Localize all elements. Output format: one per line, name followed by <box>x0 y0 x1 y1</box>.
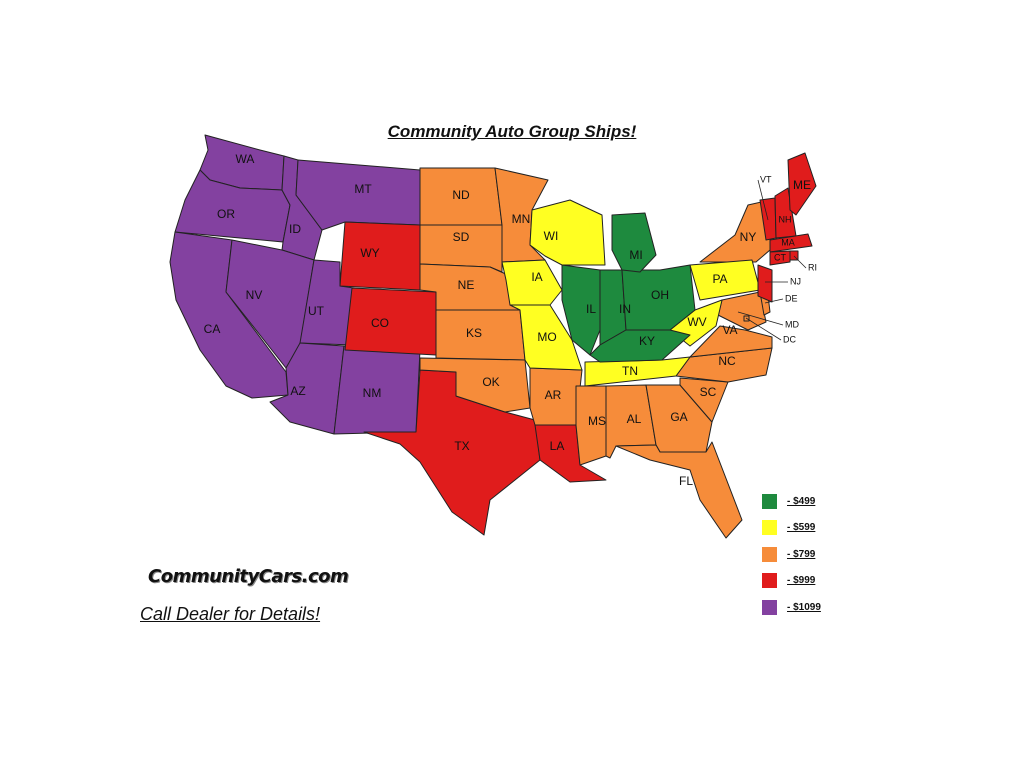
price-legend: - $499 - $599 - $799 - $999 - $1099 <box>762 488 821 621</box>
state-mo <box>509 304 583 371</box>
state-label-dc: DC <box>783 334 796 344</box>
leader-line-ri <box>793 255 807 269</box>
state-ms <box>575 385 607 466</box>
state-label-nc: NC <box>718 354 736 368</box>
legend-swatch-green <box>762 493 777 509</box>
state-label-tx: TX <box>454 439 469 453</box>
state-label-mo: MO <box>537 330 556 344</box>
state-label-al: AL <box>627 412 642 426</box>
state-ok <box>419 357 531 413</box>
state-label-id: ID <box>289 222 301 236</box>
state-label-wi: WI <box>544 229 559 243</box>
state-label-va: VA <box>722 323 737 337</box>
state-wy <box>339 221 421 291</box>
state-label-la: LA <box>550 439 565 453</box>
state-label-vt: VT <box>760 174 772 184</box>
state-label-nm: NM <box>363 386 382 400</box>
legend-item-purple: - $1099 <box>762 594 821 621</box>
state-label-ga: GA <box>670 410 687 424</box>
legend-label-green: - $499 <box>787 495 816 507</box>
map-title: Community Auto Group Ships! <box>387 122 637 141</box>
legend-swatch-purple <box>762 599 777 615</box>
legend-item-yellow: - $599 <box>762 515 821 542</box>
state-label-ri: RI <box>808 262 817 272</box>
legend-swatch-yellow <box>762 520 777 536</box>
state-label-de: DE <box>785 293 798 303</box>
state-label-ma: MA <box>781 237 795 247</box>
state-label-wy: WY <box>360 246 379 260</box>
state-ct <box>769 250 791 266</box>
state-label-ne: NE <box>458 278 475 292</box>
state-label-mi: MI <box>629 248 642 262</box>
legend-swatch-red <box>762 573 777 589</box>
state-ky <box>589 329 691 363</box>
legend-item-red: - $999 <box>762 568 821 595</box>
state-label-or: OR <box>217 207 235 221</box>
state-label-co: CO <box>371 316 389 330</box>
leader-line-md <box>737 311 784 326</box>
legend-label-purple: - $1099 <box>787 601 821 613</box>
state-label-ky: KY <box>639 334 655 348</box>
legend-item-orange: - $799 <box>762 541 821 568</box>
state-label-ks: KS <box>466 326 482 340</box>
communitycars-logo: CommunityCars.com <box>148 566 349 587</box>
state-label-md: MD <box>785 319 799 329</box>
state-label-tn: TN <box>622 364 638 378</box>
state-label-nv: NV <box>246 288 263 302</box>
state-wi <box>529 199 606 266</box>
legend-item-green: - $499 <box>762 488 821 515</box>
state-label-ca: CA <box>204 322 221 336</box>
state-label-nj: NJ <box>790 276 801 286</box>
state-label-sd: SD <box>453 230 470 244</box>
state-me <box>787 152 817 216</box>
legend-label-orange: - $799 <box>787 548 816 560</box>
state-label-in: IN <box>619 302 631 316</box>
state-va <box>689 325 773 358</box>
state-label-me: ME <box>793 178 811 192</box>
state-label-az: AZ <box>290 384 305 398</box>
state-label-mn: MN <box>512 212 531 226</box>
state-label-wa: WA <box>236 152 255 166</box>
state-label-ut: UT <box>308 304 325 318</box>
state-ma <box>769 233 813 253</box>
state-fl <box>615 441 743 539</box>
state-label-ok: OK <box>482 375 499 389</box>
call-dealer-text: Call Dealer for Details! <box>140 604 321 624</box>
state-label-fl: FL <box>679 474 693 488</box>
state-mn <box>494 167 549 263</box>
state-label-ia: IA <box>531 270 542 284</box>
state-label-mt: MT <box>354 182 372 196</box>
state-label-nd: ND <box>452 188 470 202</box>
leader-line-de <box>764 298 784 304</box>
state-mi <box>611 212 657 273</box>
leader-line-dc <box>745 317 782 341</box>
legend-label-red: - $999 <box>787 575 816 587</box>
state-label-oh: OH <box>651 288 669 302</box>
leader-line-vt <box>757 179 769 221</box>
state-label-ny: NY <box>740 230 757 244</box>
state-label-wv: WV <box>687 315 706 329</box>
state-label-il: IL <box>586 302 596 316</box>
state-sc <box>679 377 729 423</box>
legend-swatch-orange <box>762 546 777 562</box>
legend-label-yellow: - $599 <box>787 522 816 534</box>
state-nj <box>757 264 773 303</box>
state-label-ar: AR <box>545 388 562 402</box>
state-label-sc: SC <box>700 385 717 399</box>
state-label-pa: PA <box>712 272 727 286</box>
state-label-ms: MS <box>588 414 606 428</box>
state-ny <box>699 199 771 263</box>
state-co <box>344 287 437 356</box>
state-label-ct: CT <box>774 252 786 262</box>
state-label-nh: NH <box>779 214 792 224</box>
